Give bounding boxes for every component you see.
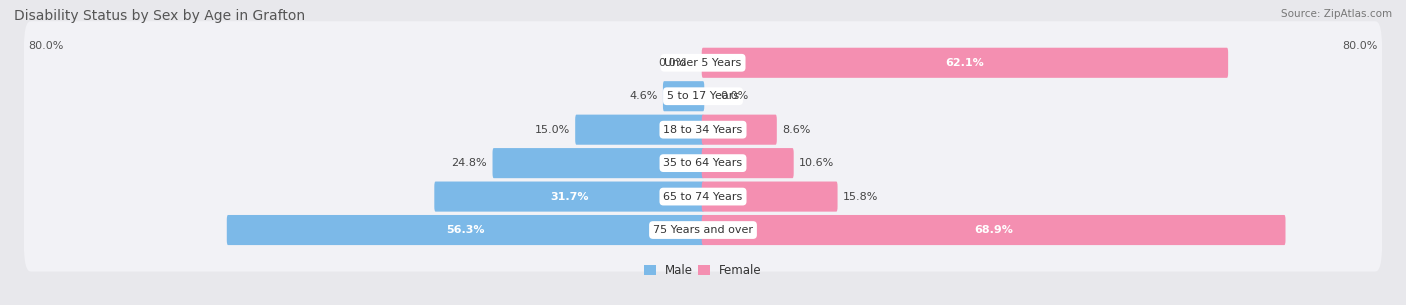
FancyBboxPatch shape	[24, 21, 1382, 104]
Text: 24.8%: 24.8%	[451, 158, 486, 168]
FancyBboxPatch shape	[702, 115, 778, 145]
Text: Under 5 Years: Under 5 Years	[665, 58, 741, 68]
FancyBboxPatch shape	[575, 115, 704, 145]
Text: 15.0%: 15.0%	[534, 125, 569, 135]
Text: 0.0%: 0.0%	[658, 58, 686, 68]
Text: 10.6%: 10.6%	[799, 158, 834, 168]
FancyBboxPatch shape	[492, 148, 704, 178]
FancyBboxPatch shape	[24, 155, 1382, 238]
FancyBboxPatch shape	[702, 181, 838, 212]
FancyBboxPatch shape	[24, 88, 1382, 171]
Text: 35 to 64 Years: 35 to 64 Years	[664, 158, 742, 168]
FancyBboxPatch shape	[434, 181, 704, 212]
Text: 0.0%: 0.0%	[720, 91, 748, 101]
Text: 80.0%: 80.0%	[1343, 41, 1378, 51]
Text: 68.9%: 68.9%	[974, 225, 1014, 235]
FancyBboxPatch shape	[702, 215, 1285, 245]
FancyBboxPatch shape	[226, 215, 704, 245]
FancyBboxPatch shape	[24, 188, 1382, 271]
Text: Disability Status by Sex by Age in Grafton: Disability Status by Sex by Age in Graft…	[14, 9, 305, 23]
Text: 4.6%: 4.6%	[628, 91, 658, 101]
Text: 80.0%: 80.0%	[28, 41, 63, 51]
Text: 56.3%: 56.3%	[446, 225, 485, 235]
Text: 62.1%: 62.1%	[946, 58, 984, 68]
FancyBboxPatch shape	[702, 148, 793, 178]
Legend: Male, Female: Male, Female	[640, 259, 766, 282]
Text: 15.8%: 15.8%	[844, 192, 879, 202]
Text: 5 to 17 Years: 5 to 17 Years	[666, 91, 740, 101]
FancyBboxPatch shape	[664, 81, 704, 111]
Text: 8.6%: 8.6%	[782, 125, 811, 135]
FancyBboxPatch shape	[24, 55, 1382, 138]
Text: 31.7%: 31.7%	[550, 192, 589, 202]
Text: Source: ZipAtlas.com: Source: ZipAtlas.com	[1281, 9, 1392, 19]
FancyBboxPatch shape	[702, 48, 1229, 78]
Text: 65 to 74 Years: 65 to 74 Years	[664, 192, 742, 202]
Text: 18 to 34 Years: 18 to 34 Years	[664, 125, 742, 135]
FancyBboxPatch shape	[24, 122, 1382, 205]
Text: 75 Years and over: 75 Years and over	[652, 225, 754, 235]
